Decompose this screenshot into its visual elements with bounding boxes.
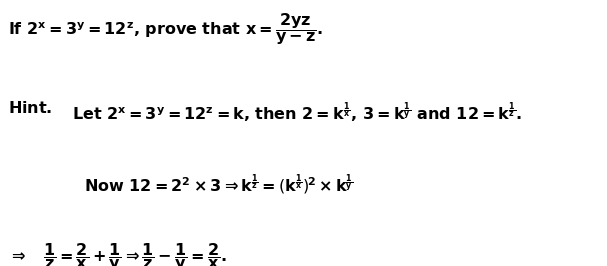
Text: $\mathbf{\Rightarrow \quad \dfrac{1}{z} = \dfrac{2}{x} + \dfrac{1}{y} \Rightarro: $\mathbf{\Rightarrow \quad \dfrac{1}{z} … [8, 241, 226, 266]
Text: $\mathbf{Hint.}$: $\mathbf{Hint.}$ [8, 100, 52, 116]
Text: Now $\mathbf{12 = 2^2 \times 3 \Rightarrow k^{\frac{1}{z}} = \left(k^{\frac{1}{x: Now $\mathbf{12 = 2^2 \times 3 \Rightarr… [84, 172, 353, 197]
Text: If $\mathbf{2^x = 3^y = 12^z}$, prove that $\mathbf{x = \dfrac{2yz}{y-z}}$.: If $\mathbf{2^x = 3^y = 12^z}$, prove th… [8, 11, 323, 47]
Text: Let $\mathbf{2^x = 3^y = 12^z = k}$, then $\mathbf{2 = k^{\frac{1}{x}}}$, $\math: Let $\mathbf{2^x = 3^y = 12^z = k}$, the… [72, 100, 522, 125]
